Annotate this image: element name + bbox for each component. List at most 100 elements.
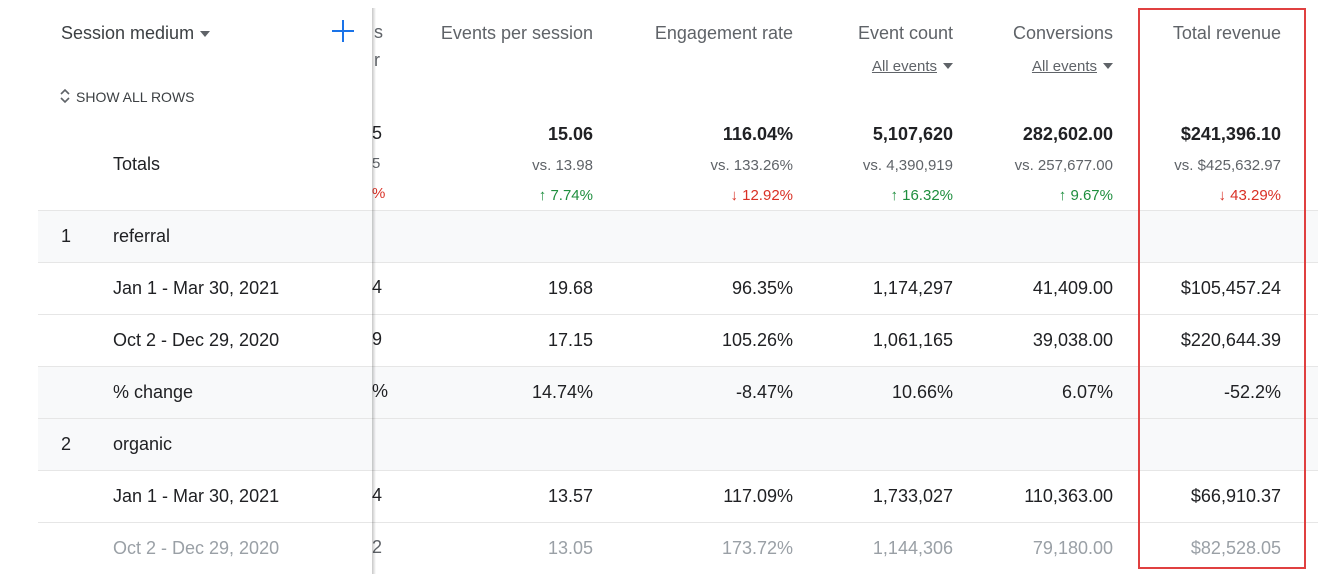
total-revenue-highlight <box>1138 8 1306 569</box>
total-change-value: 16.32% <box>902 187 953 204</box>
hidden-column-fragment: % <box>372 185 386 202</box>
column-header-events-per-session[interactable]: Events per session <box>393 22 593 44</box>
column-header-conversions[interactable]: Conversions <box>953 22 1113 44</box>
plus-icon[interactable] <box>330 18 356 44</box>
hidden-column-fragment: 9 <box>372 329 383 349</box>
total-change: ↑ 16.32% <box>793 185 953 207</box>
dimension-header[interactable]: Session medium <box>61 22 211 44</box>
table-cell: -52.2% <box>1223 382 1281 402</box>
hidden-column-fragment: r <box>374 50 380 70</box>
column-header-label: Total revenue <box>1172 23 1281 43</box>
row-label: Jan 1 - Mar 30, 2021 <box>113 278 280 298</box>
group-row-bg <box>38 418 1318 470</box>
divider <box>38 522 1318 523</box>
table-cell: 96.35% <box>731 278 793 298</box>
row-label: % change <box>113 382 194 402</box>
arrow-up-icon: ↑ <box>890 187 898 204</box>
total-change-value: 9.67% <box>1070 187 1113 204</box>
column-header-event-count[interactable]: Event count <box>793 22 953 44</box>
total-change: ↑ 9.67% <box>953 185 1113 207</box>
total-change: ↓ 12.92% <box>593 185 793 207</box>
arrow-up-icon: ↑ <box>538 187 547 204</box>
table-cell: $220,644.39 <box>1180 330 1281 350</box>
table-cell: -8.47% <box>735 382 793 402</box>
divider <box>38 418 1318 419</box>
total-compare: vs. 4,390,919 <box>862 157 953 174</box>
total-change: ↓ 43.29% <box>1113 185 1281 207</box>
table-cell: 6.07% <box>1061 382 1113 402</box>
table-cell: 173.72% <box>721 538 793 558</box>
frozen-column-shadow <box>372 8 376 574</box>
table-cell: 17.15 <box>547 330 593 350</box>
arrow-down-icon: ↓ <box>1218 187 1226 204</box>
event-filter-label: All events <box>871 58 937 75</box>
total-change-value: 43.29% <box>1230 187 1281 204</box>
group-index: 1 <box>61 226 72 246</box>
total-compare: vs. $425,632.97 <box>1174 157 1281 174</box>
caret-down-icon <box>943 63 953 70</box>
table-cell: 10.66% <box>891 382 953 402</box>
row-label: Oct 2 - Dec 29, 2020 <box>113 538 280 558</box>
group-name[interactable]: organic <box>113 434 173 454</box>
conversions-filter[interactable]: All events <box>953 54 1113 78</box>
row-label: Oct 2 - Dec 29, 2020 <box>113 330 280 350</box>
total-value: 282,602.00 <box>1022 124 1113 144</box>
divider <box>38 262 1318 263</box>
group-index: 2 <box>61 434 72 454</box>
caret-down-icon <box>1103 63 1113 70</box>
total-change: ↑ 7.74% <box>393 185 593 207</box>
show-all-rows-button[interactable]: SHOW ALL ROWS <box>58 86 195 108</box>
hidden-column-fragment: 5 <box>372 155 381 172</box>
table-cell: $82,528.05 <box>1190 538 1281 558</box>
total-change-value: 12.92% <box>742 187 793 204</box>
table-cell: 41,409.00 <box>1032 278 1113 298</box>
dimension-label: Session medium <box>61 23 195 43</box>
column-header-label: Events per session <box>440 23 593 43</box>
table-cell: 19.68 <box>547 278 593 298</box>
unfold-icon <box>60 88 70 104</box>
total-value: 5,107,620 <box>872 124 953 144</box>
hidden-column-fragment: s <box>374 22 383 42</box>
arrow-up-icon: ↑ <box>1058 187 1067 204</box>
event-count-filter[interactable]: All events <box>793 54 953 78</box>
table-cell: $105,457.24 <box>1180 278 1281 298</box>
table-cell: 105.26% <box>721 330 793 350</box>
total-compare: vs. 257,677.00 <box>1014 157 1113 174</box>
divider <box>38 210 1318 211</box>
table-cell: 1,061,165 <box>872 330 953 350</box>
table-cell: 79,180.00 <box>1032 538 1113 558</box>
table-cell: 13.05 <box>547 538 593 558</box>
table-cell: 1,144,306 <box>872 538 953 558</box>
total-change-value: 7.74% <box>550 187 593 204</box>
row-bg <box>38 366 1318 418</box>
column-header-label: Conversions <box>1012 23 1113 43</box>
group-name[interactable]: referral <box>113 226 171 246</box>
row-label: Jan 1 - Mar 30, 2021 <box>113 486 280 506</box>
group-row-bg <box>38 210 1318 262</box>
hidden-column-fragment: % <box>372 381 389 401</box>
table-cell: 14.74% <box>531 382 593 402</box>
table-cell: 39,038.00 <box>1032 330 1113 350</box>
total-value: 116.04% <box>722 124 793 144</box>
table-cell: 1,733,027 <box>872 486 953 506</box>
total-compare: vs. 13.98 <box>532 157 593 174</box>
column-header-total-revenue[interactable]: Total revenue <box>1113 22 1281 44</box>
totals-label: Totals <box>113 154 161 174</box>
event-filter-label: All events <box>1031 58 1097 75</box>
column-header-engagement-rate[interactable]: Engagement rate <box>593 22 793 44</box>
table-cell: 1,174,297 <box>872 278 953 298</box>
total-value: $241,396.10 <box>1180 124 1281 144</box>
total-compare: vs. 133.26% <box>710 157 793 174</box>
table-cell: 13.57 <box>547 486 593 506</box>
hidden-column-fragment: 5 <box>372 123 383 143</box>
divider <box>38 366 1318 367</box>
show-all-rows-label: SHOW ALL ROWS <box>76 89 195 105</box>
column-header-label: Engagement rate <box>654 23 793 43</box>
caret-down-icon <box>200 31 211 38</box>
table-cell: 117.09% <box>723 486 793 506</box>
hidden-column-fragment: 4 <box>372 485 383 505</box>
table-cell: 110,363.00 <box>1024 486 1113 506</box>
column-header-label: Event count <box>857 23 953 43</box>
hidden-column-fragment: 4 <box>372 277 383 297</box>
hidden-column-fragment: 2 <box>372 537 383 557</box>
